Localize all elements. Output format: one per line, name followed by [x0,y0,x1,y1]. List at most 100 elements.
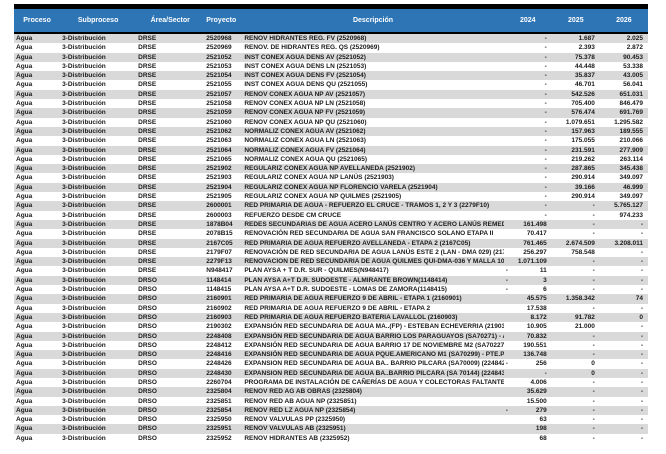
cell-y2024: - [544,62,547,70]
cell-subproceso: 3-Distribución [62,360,106,368]
cell-area: DRSE [138,211,157,219]
cell-y2024: - [544,174,547,182]
cell-proyecto: 2325950 [206,416,232,424]
cell-area: DRSE [138,35,157,42]
table-row: Agua 3-Distribución DRSO 2325851 RENOV RED A… [14,396,648,406]
cell-area: DRSO [138,323,157,331]
cell-y2024: - [544,127,547,135]
cell-subproceso: 3-Distribución [62,323,106,331]
cell-descripcion: RENOV HIDRANTES REG. FV (2520968) [244,35,367,42]
table-body: Agua 3-Distribución DRSE 2520968 RENOV HIDRA… [14,33,648,444]
cell-proceso: Agua [16,286,33,294]
budget-table: Proceso Subproceso Área/Sector Proyecto … [14,4,648,444]
cell-y2026: - [640,220,643,228]
cell-descripcion: REDES SECUNDARIAS DE AGUA ACERO LANÚS CE… [244,220,503,228]
cell-area: DRSO [138,286,157,294]
cell-proceso: Agua [16,425,33,433]
cell-y2024: - [544,369,547,377]
cell-area: DRSO [138,397,157,405]
cell-area: DRSO [138,434,157,442]
cell-descripcion: EXPANSIÓN RED SECUNDARIA DE AGUA BARRIO … [244,341,504,349]
cell-y2024: - [544,53,547,61]
cell-y2025: 44.448 [574,62,595,70]
cell-proyecto: 2521052 [206,53,232,61]
cell-subproceso: 3-Distribución [62,137,106,145]
table-row: Agua 3-Distribución DRSO 2190302 EXPANSIÓN R… [14,322,648,332]
cell-y2026: 1.295.582 [614,118,643,126]
cell-proceso: Agua [16,406,33,414]
cell-y2024: - [544,193,547,201]
cell-proceso: Agua [16,360,33,368]
cell-subproceso: 3-Distribución [62,378,106,386]
cell-y2025: - [592,425,595,433]
cell-proceso: Agua [16,193,33,201]
table-row: Agua 3-Distribución DRSO 2325951 RENOV VALVU… [14,424,648,434]
table-row: Agua 3-Distribución DRSE 2521060 RENOV CONEX… [14,117,648,127]
table-row: Agua 3-Distribución DRSE 2521905 REGULARIZ C… [14,192,648,202]
cell-y2026: - [640,230,643,238]
cell-descripcion: EXPANSIÓN RED SECUNDARIA DE AGUA MA..(FP… [244,323,504,331]
cell-subproceso: 3-Distribución [62,81,106,89]
cell-y2025: - [592,416,595,424]
cell-descripcion: INST CONEX AGUA DENS FV (2521054) [244,72,366,80]
cell-y2024: - [544,35,547,42]
cell-descripcion: RED PRIMARIA DE AGUA REFUERZO BATERIA LA… [244,313,458,321]
cell-proceso: Agua [16,220,33,228]
cell-area: DRSO [138,388,157,396]
header-proyecto: Proyecto [204,9,243,34]
header-row: Proceso Subproceso Área/Sector Proyecto … [14,9,648,34]
cell-y2026: 277.909 [619,146,644,154]
cell-proceso: Agua [16,276,33,284]
cell-y2024: - [544,100,547,108]
cell-descripcion: RED PRIMARIA DE AGUA - REFUERZO EL CRUCE… [244,202,490,210]
cell-y2024: 4.006 [530,378,547,386]
cell-area: DRSE [138,72,157,80]
cell-area: DRSE [138,127,157,135]
cell-subproceso: 3-Distribución [62,276,106,284]
cell-proceso: Agua [16,313,33,321]
cell-area: DRSE [138,118,157,126]
table-row: Agua 3-Distribución DRSE 2521902 REGULARIZ C… [14,164,648,174]
cell-y2025: 758.548 [571,248,595,256]
table-row: Agua 3-Distribución DRSE 2600001 RED PRIMARI… [14,201,648,211]
cell-y2026: 53.338 [623,62,643,70]
cell-proyecto: 2521058 [206,100,232,108]
cell-proceso: Agua [16,155,33,163]
cell-proyecto: 2521059 [206,109,232,117]
cell-area: DRSE [138,137,157,145]
cell-descripcion: PLAN AYSA A+T D.R. SUDOESTE - LOMAS DE Z… [244,286,447,294]
cell-y2025: 1.079.651 [565,118,595,126]
cell-descripcion: RED PRIMARIA DE AGUA REFUERZO AVELLANEDA… [244,239,471,247]
cell-y2024: -11 [505,267,547,275]
cell-y2026: 46.999 [623,183,643,191]
cell-proceso: Agua [16,230,33,238]
cell-y2025: - [592,230,595,238]
cell-y2024: - [544,81,547,89]
cell-subproceso: 3-Distribución [62,239,106,247]
cell-subproceso: 3-Distribución [62,211,106,219]
cell-subproceso: 3-Distribución [62,434,106,442]
cell-y2024: - [544,146,547,154]
cell-proyecto: 2521060 [206,118,232,126]
cell-area: DRSE [138,183,157,191]
cell-y2025: - [592,397,595,405]
cell-area: DRSO [138,332,157,340]
cell-descripcion: REGULARIZ CONEX AGUA NP QUILMES (2521905… [244,193,402,201]
table-row: Agua 3-Distribución DRSO 2260704 PROGRAMA DE… [14,377,648,388]
cell-y2025: 91.782 [574,313,595,321]
cell-descripcion: PROGRAMA DE INSTALACIÓN DE CAÑERÍAS DE A… [244,378,504,386]
table-row: Agua 3-Distribución DRSE 2520968 RENOV HIDRA… [14,33,648,44]
cell-proyecto: 2521064 [206,146,232,154]
cell-y2026: - [640,341,643,349]
cell-y2024: - [544,165,547,173]
cell-subproceso: 3-Distribución [62,286,106,294]
cell-y2024: 70.832 [526,332,547,340]
cell-proyecto: 2160902 [206,304,232,312]
cell-y2026: 74 [635,295,643,303]
cell-proceso: Agua [16,202,33,210]
cell-area: DRSE [138,239,157,247]
cell-subproceso: 3-Distribución [62,295,106,303]
table-row: Agua 3-Distribución DRSE 1878B04 REDES SECUN… [14,219,648,230]
cell-proceso: Agua [16,72,33,80]
cell-area: DRSO [138,425,157,433]
